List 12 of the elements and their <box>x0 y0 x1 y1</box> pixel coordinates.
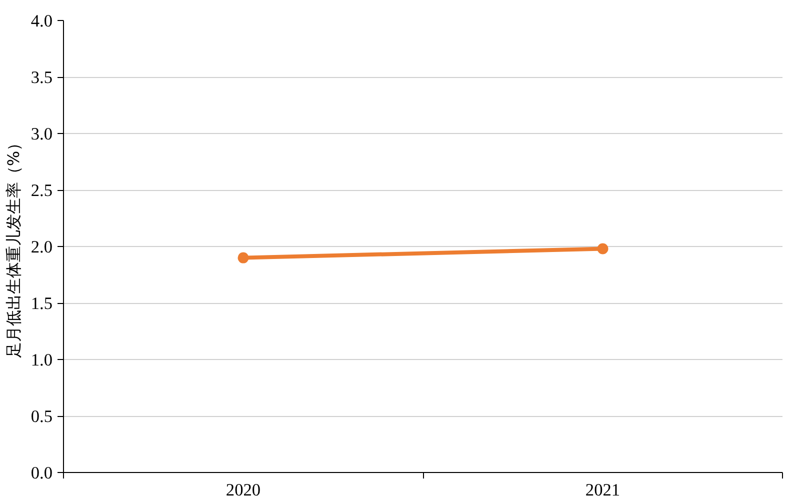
y-tick-label: 3.5 <box>30 68 53 87</box>
x-tick-label: 2021 <box>585 480 620 500</box>
y-tick-label: 1.0 <box>30 350 53 370</box>
y-tick-label: 1.5 <box>30 294 53 313</box>
y-axis-title: 足月低出生体重儿发生率（%） <box>4 134 23 358</box>
y-tick-label: 2.0 <box>30 238 53 256</box>
y-tick-label: 3.0 <box>30 124 53 144</box>
y-tick-label: 0.5 <box>30 407 53 426</box>
y-tick-label: 4.0 <box>30 12 53 30</box>
x-tick-label: 2020 <box>226 480 261 500</box>
y-tick-label: 0.0 <box>30 464 53 482</box>
y-tick-label: 2.5 <box>30 181 53 200</box>
